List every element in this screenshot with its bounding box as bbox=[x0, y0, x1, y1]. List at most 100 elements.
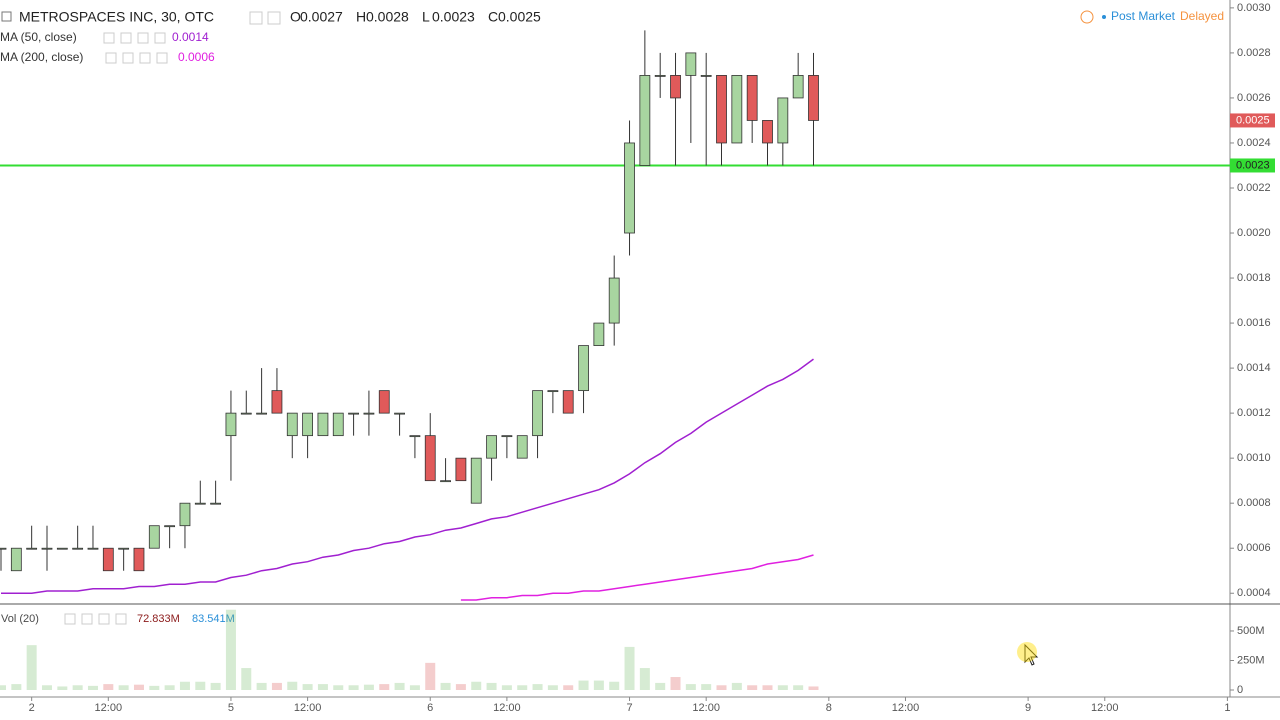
volume-bar bbox=[41, 685, 52, 690]
volume-bar bbox=[731, 682, 742, 690]
volume-tick-label: 250M bbox=[1237, 654, 1265, 666]
volume-bar bbox=[103, 684, 114, 690]
ohlc-label: H bbox=[356, 9, 366, 25]
x-tick-label: 1 bbox=[1224, 702, 1230, 714]
volume-bar bbox=[164, 685, 175, 690]
candle-body bbox=[654, 75, 666, 77]
y-tick-label: 0.0024 bbox=[1237, 137, 1271, 149]
x-tick-label: 12:00 bbox=[692, 702, 720, 714]
price-tag bbox=[1230, 158, 1275, 173]
candle-body bbox=[378, 390, 390, 414]
ohlc-label: O bbox=[290, 9, 301, 25]
candle-body bbox=[624, 142, 635, 234]
price-tag bbox=[1230, 113, 1275, 128]
volume-bar bbox=[593, 680, 604, 690]
volume-bar bbox=[747, 685, 758, 690]
volume-bar bbox=[639, 668, 650, 690]
candle-body bbox=[56, 547, 68, 550]
candle-body bbox=[26, 547, 38, 550]
collapse-icon[interactable] bbox=[1, 11, 12, 22]
candle-body bbox=[547, 390, 559, 393]
price-tag-label: 0.0023 bbox=[1236, 159, 1270, 171]
icon[interactable] bbox=[267, 11, 281, 25]
candle-body bbox=[348, 412, 359, 415]
volume-bar bbox=[118, 685, 129, 690]
volume-icons bbox=[64, 613, 127, 625]
y-tick-label: 0.0022 bbox=[1237, 182, 1271, 194]
volume-legend: Vol (20) bbox=[1, 613, 39, 625]
candle-body bbox=[501, 435, 513, 438]
candle-body bbox=[148, 525, 160, 549]
candle-body bbox=[762, 120, 773, 144]
x-tick-label: 5 bbox=[228, 702, 234, 714]
candle-body bbox=[639, 75, 651, 166]
candle-body bbox=[731, 75, 743, 144]
volume-bar bbox=[133, 684, 144, 690]
icon[interactable] bbox=[115, 613, 127, 625]
icon[interactable] bbox=[249, 11, 263, 25]
volume-bar bbox=[655, 682, 666, 690]
candle-body bbox=[424, 435, 436, 482]
volume-bar bbox=[409, 685, 420, 690]
x-tick-label: 12:00 bbox=[95, 702, 123, 714]
candle-body bbox=[302, 412, 314, 437]
volume-bar bbox=[225, 609, 236, 690]
volume-bar bbox=[701, 684, 712, 690]
volume-tick-label: 0 bbox=[1237, 684, 1243, 696]
volume-bar bbox=[777, 685, 788, 690]
ohlc-value: 0.0027 bbox=[300, 9, 343, 25]
volume-bar bbox=[455, 684, 466, 690]
ohlc-label: C bbox=[488, 9, 498, 25]
volume-bar bbox=[87, 685, 98, 690]
volume-bar bbox=[379, 684, 390, 690]
chart-title: METROSPACES INC, 30, OTC bbox=[19, 9, 214, 25]
candle-body bbox=[578, 345, 589, 392]
volume-legend-value: 72.833M bbox=[137, 613, 180, 625]
volume-bar bbox=[624, 646, 635, 690]
volume-bar bbox=[317, 684, 328, 690]
alert-icon[interactable] bbox=[1080, 10, 1094, 24]
x-tick-label: 8 bbox=[826, 702, 832, 714]
volume-bar bbox=[394, 682, 405, 690]
ma-line bbox=[1, 358, 814, 594]
y-tick-label: 0.0020 bbox=[1237, 227, 1271, 239]
candle-body bbox=[608, 277, 620, 324]
volume-bar bbox=[241, 668, 252, 690]
volume-bar bbox=[532, 684, 543, 690]
y-tick-label: 0.0016 bbox=[1237, 317, 1271, 329]
volume-bar bbox=[179, 681, 190, 690]
candle-body bbox=[72, 547, 84, 550]
candle-body bbox=[746, 75, 758, 121]
y-tick-label: 0.0028 bbox=[1237, 47, 1271, 59]
volume-bar bbox=[348, 685, 359, 690]
y-tick-label: 0.0014 bbox=[1237, 362, 1271, 374]
candle-body bbox=[133, 547, 145, 572]
data-status: Delayed bbox=[1180, 9, 1224, 23]
mouse-cursor bbox=[1024, 643, 1039, 666]
y-tick-label: 0.0018 bbox=[1237, 272, 1271, 284]
ohlc-label: L bbox=[422, 9, 430, 25]
candle-body bbox=[486, 435, 497, 459]
candle-body bbox=[777, 97, 789, 144]
legend-icon bbox=[120, 32, 132, 44]
icon[interactable] bbox=[98, 613, 110, 625]
price-tag-label: 0.0025 bbox=[1236, 114, 1270, 126]
volume-bar bbox=[793, 685, 804, 690]
icon[interactable] bbox=[81, 613, 93, 625]
y-tick-label: 0.0004 bbox=[1237, 587, 1271, 599]
candle-body bbox=[87, 547, 99, 550]
volume-bar bbox=[11, 684, 22, 690]
legend-icon bbox=[154, 32, 166, 44]
candle-body bbox=[164, 525, 176, 528]
ma-line bbox=[460, 554, 814, 601]
candle-body bbox=[409, 435, 421, 438]
market-status: Post Market bbox=[1111, 9, 1176, 23]
ohlc-value: 0.0023 bbox=[432, 9, 475, 25]
volume-bar bbox=[547, 685, 558, 690]
icon[interactable] bbox=[64, 613, 76, 625]
volume-bar bbox=[271, 682, 282, 690]
candle-body bbox=[455, 457, 467, 482]
candle-body bbox=[670, 75, 681, 99]
header-icons bbox=[249, 11, 281, 25]
